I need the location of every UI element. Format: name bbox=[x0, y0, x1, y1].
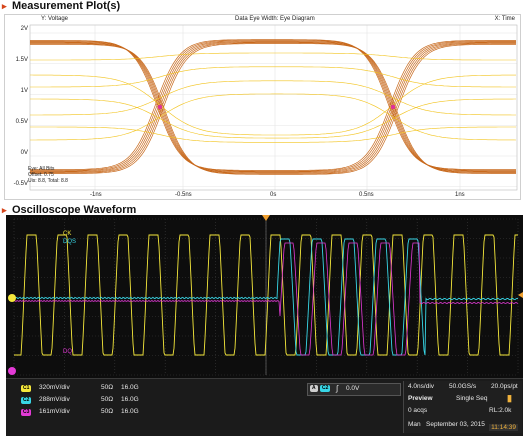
scope-control-panel: C1 320mV/div 50Ω 16.0G C2 288mV/div 50Ω … bbox=[6, 378, 523, 436]
x-tick-0-5ns: 0.5ns bbox=[359, 192, 374, 198]
eye-trace-secondary bbox=[30, 93, 517, 141]
channel-3-chip[interactable]: C3 bbox=[21, 409, 32, 416]
eye-trace-secondary bbox=[30, 98, 516, 139]
acquisition-date: September 03, 2015 bbox=[426, 421, 485, 428]
acquisition-mode: Preview bbox=[408, 395, 433, 402]
dq-trace-label: DQ bbox=[63, 349, 72, 355]
channel-3-coupling: 50Ω bbox=[101, 408, 114, 415]
eye-crossing-marker bbox=[390, 104, 396, 110]
y-tick-2v: 2V bbox=[20, 26, 28, 32]
channel-1-coupling: 50Ω bbox=[101, 384, 114, 391]
channel-3-scale: 161mV/div bbox=[39, 408, 70, 415]
channel-1-scale: 320mV/div bbox=[39, 384, 70, 391]
sequence-mode[interactable]: Single Seq bbox=[456, 395, 488, 402]
channel-1-chip[interactable]: C1 bbox=[21, 385, 32, 392]
plot-x-axis-label: X: Time bbox=[494, 16, 515, 22]
plot-border bbox=[29, 24, 518, 191]
bullet-arrow-icon: ▸ bbox=[2, 205, 7, 215]
x-tick-neg-0-5ns: -0.5ns bbox=[175, 192, 192, 198]
dqs-waveform bbox=[13, 238, 519, 356]
eye-trace-rising-falling bbox=[30, 39, 516, 170]
eye-trace-rising-falling bbox=[30, 40, 516, 171]
acquisition-time: 11:14:39 bbox=[489, 424, 518, 431]
channel-2-chip[interactable]: C2 bbox=[21, 397, 32, 404]
eye-trace-rising-falling bbox=[30, 43, 516, 174]
eye-trace-secondary bbox=[30, 66, 516, 88]
plot-grid bbox=[30, 25, 517, 190]
eye-trace-rising-falling bbox=[30, 41, 516, 173]
acquisition-count: 0 acqs bbox=[408, 407, 428, 414]
eye-diagram-plot: Y: Voltage Data Eye Width: Eye Diagram X… bbox=[4, 14, 521, 200]
trigger-level: 0.0V bbox=[346, 385, 360, 392]
eye-diagram-canvas bbox=[29, 24, 518, 191]
sample-rate: 50.0GS/s bbox=[449, 383, 477, 390]
eye-trace-secondary bbox=[30, 74, 516, 136]
eye-trace-secondary bbox=[30, 52, 516, 61]
eye-trace-falling-rising bbox=[30, 40, 516, 172]
trigger-source-chip: C2 bbox=[320, 385, 331, 392]
oscilloscope-screen: CK DQS DQ C1 320mV/div 50Ω 16.0G C2 288m… bbox=[6, 215, 523, 436]
eye-info-line: Uis: 8.8, Total: 8.8 bbox=[28, 178, 68, 184]
y-tick-1v: 1V bbox=[20, 88, 28, 94]
dq-waveform bbox=[13, 242, 519, 356]
manual-label: Man bbox=[408, 421, 421, 428]
eye-trace-falling-rising bbox=[30, 40, 516, 171]
plot-y-axis-label: Y: Voltage bbox=[41, 16, 69, 22]
trigger-level-marker bbox=[518, 292, 523, 298]
channel-ground-marker bbox=[8, 367, 16, 375]
scope-waveform-canvas bbox=[8, 215, 523, 376]
eye-trace-falling-rising bbox=[30, 42, 516, 174]
ck-trace-label: CK bbox=[63, 231, 72, 237]
channel-2-coupling: 50Ω bbox=[101, 396, 114, 403]
eye-trace-falling-rising bbox=[30, 44, 516, 175]
eye-info-line: Eye: All Bits bbox=[28, 166, 55, 172]
eye-trace-secondary bbox=[30, 126, 516, 143]
eye-info-legend: Eye: All Bits Offset: 0.75 Uis: 8.8, Tot… bbox=[28, 166, 68, 184]
time-per-div: 4.0ns/div bbox=[408, 383, 435, 390]
eye-trace-falling-rising bbox=[30, 41, 516, 173]
ck-waveform bbox=[14, 234, 518, 356]
channel-2-bandwidth: 16.0G bbox=[121, 396, 139, 403]
eye-info-line: Offset: 0.75 bbox=[28, 172, 54, 178]
channel-3-bandwidth: 16.0G bbox=[121, 408, 139, 415]
time-resolution: 20.0ps/pt bbox=[491, 383, 518, 390]
eye-trace-rising-falling bbox=[30, 40, 516, 172]
y-tick-0-5v: 0.5V bbox=[15, 119, 28, 125]
measurement-plots-title: ▸ Measurement Plot(s) bbox=[2, 0, 121, 12]
x-tick-0s: 0s bbox=[270, 192, 277, 198]
plot-title: Data Eye Width: Eye Diagram bbox=[235, 16, 315, 22]
oscilloscope-waveform-title: ▸ Oscilloscope Waveform bbox=[2, 204, 137, 216]
channel-2-scale: 288mV/div bbox=[39, 396, 70, 403]
rising-edge-icon: ∫ bbox=[336, 384, 339, 393]
y-tick-1-5v: 1.5V bbox=[15, 57, 28, 63]
x-tick-1ns: 1ns bbox=[455, 192, 465, 198]
y-tick-neg-0-5v: -0.5V bbox=[13, 181, 28, 187]
trigger-readout[interactable]: A C2 ∫ 0.0V bbox=[307, 383, 401, 396]
trigger-mode-chip: A bbox=[310, 385, 318, 392]
eye-trace-secondary bbox=[30, 80, 516, 116]
trigger-position-marker bbox=[262, 215, 270, 221]
eye-trace-rising-falling bbox=[30, 42, 516, 174]
channel-1-bandwidth: 16.0G bbox=[121, 384, 139, 391]
dqs-trace-label: DQS bbox=[63, 239, 77, 245]
single-seq-indicator-icon: ▮ bbox=[507, 393, 512, 403]
y-tick-0v: 0V bbox=[20, 150, 28, 156]
eye-crossing-marker bbox=[157, 104, 163, 110]
record-length: RL:2.0k bbox=[489, 407, 512, 414]
eye-trace-falling-rising bbox=[30, 43, 516, 174]
acquisition-panel: 4.0ns/div 50.0GS/s 20.0ps/pt Preview Sin… bbox=[403, 381, 522, 433]
channel-ground-marker bbox=[8, 294, 16, 302]
x-tick-neg-1ns: -1ns bbox=[90, 192, 102, 198]
bullet-arrow-icon: ▸ bbox=[2, 1, 7, 11]
